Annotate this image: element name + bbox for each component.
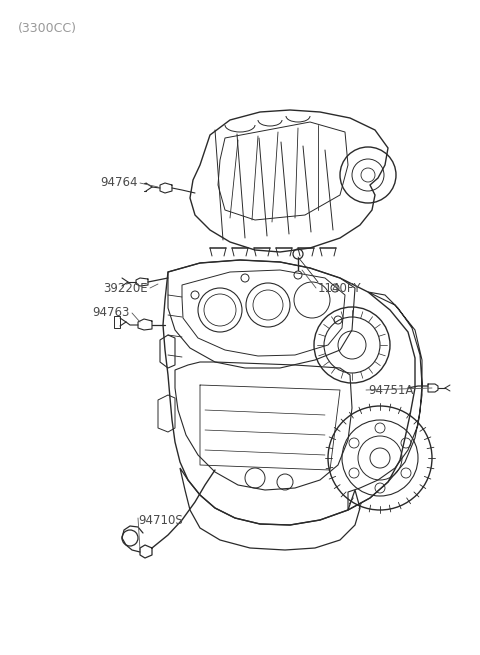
Text: 94764: 94764 <box>100 176 138 189</box>
Text: 1140FY: 1140FY <box>318 282 361 295</box>
Text: 94751A: 94751A <box>368 383 413 396</box>
Text: 39220E: 39220E <box>103 282 148 295</box>
Text: (3300CC): (3300CC) <box>18 22 77 35</box>
Text: 94763: 94763 <box>93 307 130 320</box>
Text: 94710S: 94710S <box>138 514 183 527</box>
